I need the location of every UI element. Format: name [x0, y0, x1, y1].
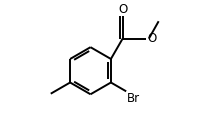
Text: O: O: [147, 32, 156, 45]
Text: O: O: [118, 2, 127, 16]
Text: Br: Br: [127, 92, 140, 105]
